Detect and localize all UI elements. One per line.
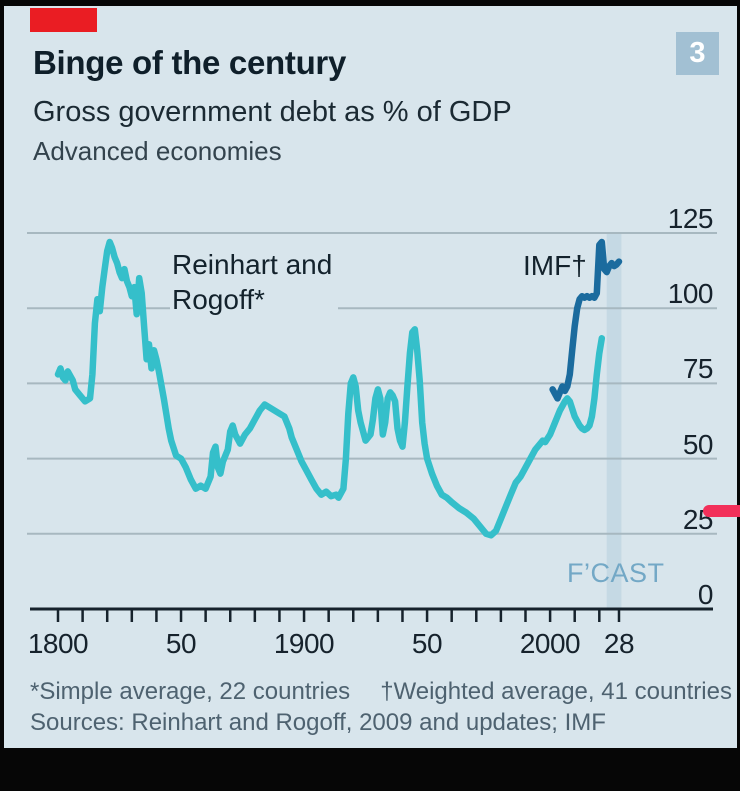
y-tick-label-50: 50 [682,429,714,460]
x-tick-label-28: 28 [603,628,635,659]
chart-title: Binge of the century [33,44,347,81]
x-tick-label-50: 50 [165,628,197,659]
y-tick-label-100: 100 [667,278,714,309]
forecast-label: F’CAST [567,558,665,588]
economist-red-tab [30,8,97,32]
series-label-line2: Rogoff* [172,284,265,315]
series-label-imf: IMF† [523,250,587,281]
series-label-line1: Reinhart and [172,249,333,280]
y-tick-label-0: 0 [697,579,714,610]
series-line-imf [549,238,623,402]
x-tick-label-1800: 1800 [27,628,89,659]
series-label-reinhart-rogoff: Reinhart and Rogoff* [170,245,339,319]
footnote-line1: *Simple average, 22 countries †Weighted a… [30,678,732,706]
footnote-sources: Sources: Reinhart and Rogoff, 2009 and u… [30,709,606,736]
x-tick-label-2000: 2000 [519,628,581,659]
forecast-band [606,233,622,609]
footnote-simple-average: *Simple average, 22 countries [30,678,351,705]
x-tick-label-1900: 1900 [273,628,335,659]
red-marker [703,505,740,517]
figure-number-badge: 3 [676,32,719,75]
x-tick-label-50: 50 [411,628,443,659]
series-line-reinhart-rogoff [54,238,606,539]
y-tick-label-125: 125 [667,203,714,234]
chart-scope-label: Advanced economies [33,136,282,166]
y-tick-label-75: 75 [682,353,714,384]
footnote-weighted-average: †Weighted average, 41 countries [380,678,732,705]
chart-subtitle: Gross government debt as % of GDP [33,96,512,128]
